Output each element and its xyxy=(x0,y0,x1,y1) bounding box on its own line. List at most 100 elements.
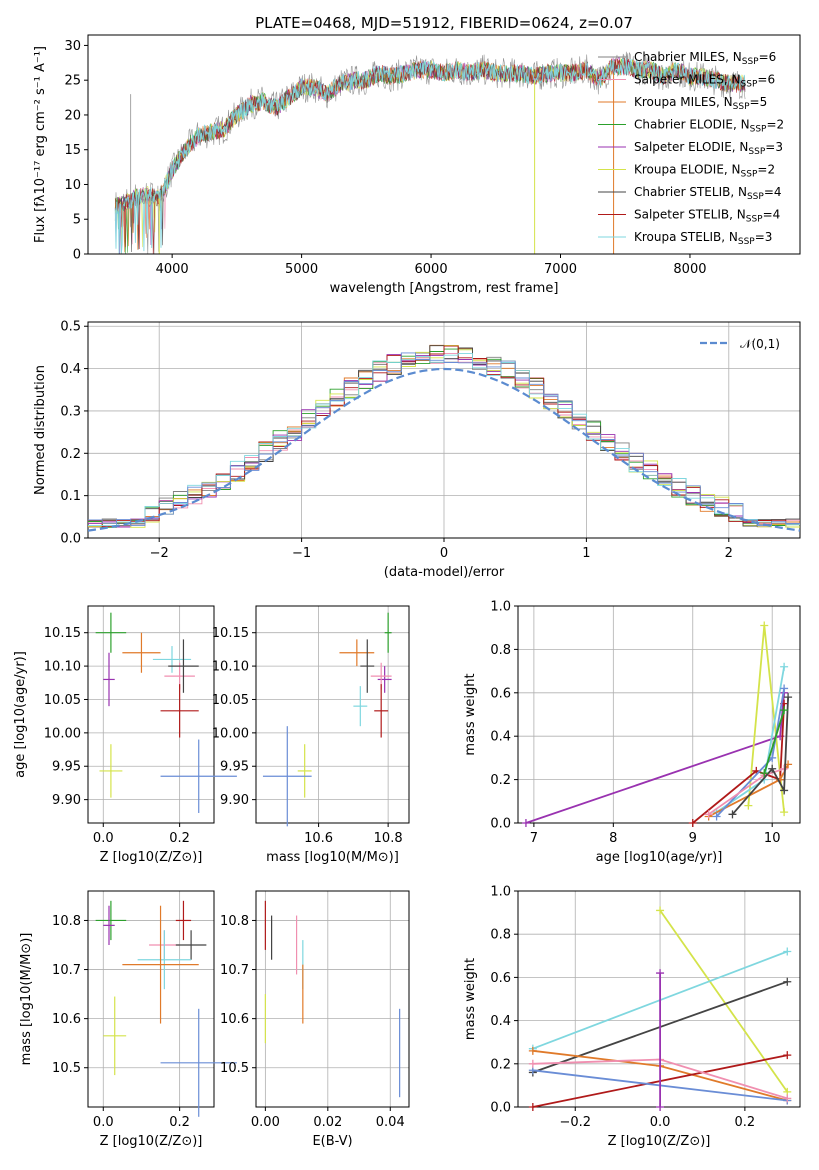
data-point xyxy=(377,666,392,693)
x-tick-label: 0.0 xyxy=(650,1115,671,1130)
y-tick-label: 0.2 xyxy=(490,773,511,788)
series-marker xyxy=(780,684,789,693)
y-tick-label: 10.7 xyxy=(52,963,81,978)
series-marker xyxy=(780,808,789,817)
x-axis-label: E(B-V) xyxy=(312,1134,352,1149)
y-tick-label: 0.0 xyxy=(490,1101,511,1116)
data-point xyxy=(122,632,161,673)
spectrum-series-line xyxy=(114,58,746,253)
data-point xyxy=(160,684,199,738)
data-point xyxy=(122,905,199,1024)
series-marker xyxy=(704,810,713,819)
plot-frame xyxy=(255,890,410,1108)
histogram-series xyxy=(88,345,800,528)
x-tick-label: 7 xyxy=(530,831,538,846)
y-axis-label: age [log10(age/yr)] xyxy=(13,651,28,778)
y-tick-label: 0.1 xyxy=(60,489,81,504)
series-marker xyxy=(528,1103,537,1111)
legend-entry: 𝒩(0,1) xyxy=(740,337,780,351)
y-tick-label: 9.90 xyxy=(220,793,249,808)
y-tick-label: 9.95 xyxy=(220,760,249,775)
data-point xyxy=(95,900,127,941)
y-tick-label: 15 xyxy=(64,143,81,158)
y-axis-label: mass weight xyxy=(463,673,478,755)
y-tick-label: 10.05 xyxy=(212,693,249,708)
spectrum-lines xyxy=(114,51,746,254)
x-tick-label: 10 xyxy=(764,831,781,846)
y-tick-label: 5 xyxy=(73,213,81,228)
x-tick-label: 5000 xyxy=(285,262,318,277)
histogram-series xyxy=(88,352,800,527)
data-point xyxy=(175,930,207,960)
data-point xyxy=(384,612,392,653)
y-tick-label: 25 xyxy=(64,74,81,89)
series-marker xyxy=(783,947,792,956)
plot-frame xyxy=(87,890,215,1108)
legend-entry: Kroupa STELIB, NSSP=3 xyxy=(634,230,772,247)
data-point xyxy=(297,744,312,798)
y-tick-label: 0.0 xyxy=(60,532,81,547)
y-tick-label: 0.5 xyxy=(60,320,81,335)
legend-entry: Kroupa MILES, NSSP=5 xyxy=(634,95,767,112)
y-tick-label: 1.0 xyxy=(490,600,511,615)
y-tick-label: 10.05 xyxy=(44,693,81,708)
x-tick-label: 8000 xyxy=(673,262,706,277)
x-axis-label: wavelength [Angstrom, rest frame] xyxy=(330,281,559,296)
series-line xyxy=(715,688,785,818)
x-tick-label: 0.0 xyxy=(93,1115,114,1130)
series-marker xyxy=(783,1051,792,1060)
legend-entry: Chabrier MILES, NSSP=6 xyxy=(634,50,776,67)
x-tick-label: −0.2 xyxy=(559,1115,591,1130)
spectrum-series-line xyxy=(114,57,746,254)
age-vs-metallicity-panel: 0.0 0.2 9.90 9.95 10.00 10.05 10.10 10.15 Z [log… xyxy=(13,605,237,865)
data-point xyxy=(99,744,123,798)
data-point xyxy=(374,684,389,738)
y-tick-label: 30 xyxy=(64,39,81,54)
series-group xyxy=(521,621,793,827)
y-tick-label: 10.8 xyxy=(52,914,81,929)
data-point xyxy=(160,739,237,813)
data-point xyxy=(262,726,312,827)
series-line xyxy=(525,692,785,824)
plot-frame xyxy=(255,605,410,824)
y-tick-label: 0.0 xyxy=(490,817,511,832)
y-tick-label: 0.4 xyxy=(490,1014,511,1029)
plot-frame xyxy=(517,890,801,1108)
legend-entry: Salpeter STELIB, NSSP=4 xyxy=(634,208,780,225)
y-tick-label: 9.90 xyxy=(52,793,81,808)
y-tick-label: 10.00 xyxy=(44,726,81,741)
y-tick-label: 0.6 xyxy=(490,971,511,986)
data-point xyxy=(152,646,192,673)
y-tick-label: 0.4 xyxy=(60,362,81,377)
x-tick-label: 4000 xyxy=(156,262,189,277)
series-marker xyxy=(744,801,753,810)
y-tick-label: 10.8 xyxy=(220,914,249,929)
series-marker xyxy=(780,786,789,795)
series-marker xyxy=(783,977,792,986)
y-tick-label: 10.10 xyxy=(44,660,81,675)
age-vs-mass-panel: 10.6 10.8 9.90 9.95 10.00 10.05 10.10 10.15 mass… xyxy=(212,605,410,865)
mass-vs-metallicity-panel: 0.0 0.2 10.5 10.6 10.7 10.8 Z [log10(Z/Z⊙)] mas… xyxy=(19,890,237,1149)
x-tick-label: 6000 xyxy=(415,262,448,277)
y-tick-label: 10.15 xyxy=(212,626,249,641)
y-tick-label: 0.4 xyxy=(490,730,511,745)
x-tick-label: 1 xyxy=(582,546,590,561)
x-tick-label: 0.2 xyxy=(169,831,190,846)
x-tick-label: 2 xyxy=(725,546,733,561)
plot-frame xyxy=(87,34,801,255)
plot-frame xyxy=(517,605,801,824)
legend-entry: Chabrier STELIB, NSSP=4 xyxy=(634,185,782,202)
data-point xyxy=(339,639,375,667)
series-marker xyxy=(784,693,793,702)
series-marker xyxy=(528,1059,537,1068)
x-tick-label: 0.0 xyxy=(93,831,114,846)
y-tick-label: 10 xyxy=(64,178,81,193)
y-axis-label: Flux [fλ10⁻¹⁷ erg cm⁻² s⁻¹ A⁻¹] xyxy=(33,46,48,243)
x-axis-label: Z [log10(Z/Z⊙)] xyxy=(100,1134,203,1149)
series-marker xyxy=(780,706,789,715)
spectrum-panel: 4000 5000 6000 7000 8000 0 5 10 15 20 25 30 waveleng… xyxy=(33,34,801,296)
series-marker xyxy=(521,819,530,827)
y-tick-label: 10.00 xyxy=(212,726,249,741)
y-axis-label: mass weight xyxy=(463,958,478,1040)
histogram-series xyxy=(88,353,800,527)
